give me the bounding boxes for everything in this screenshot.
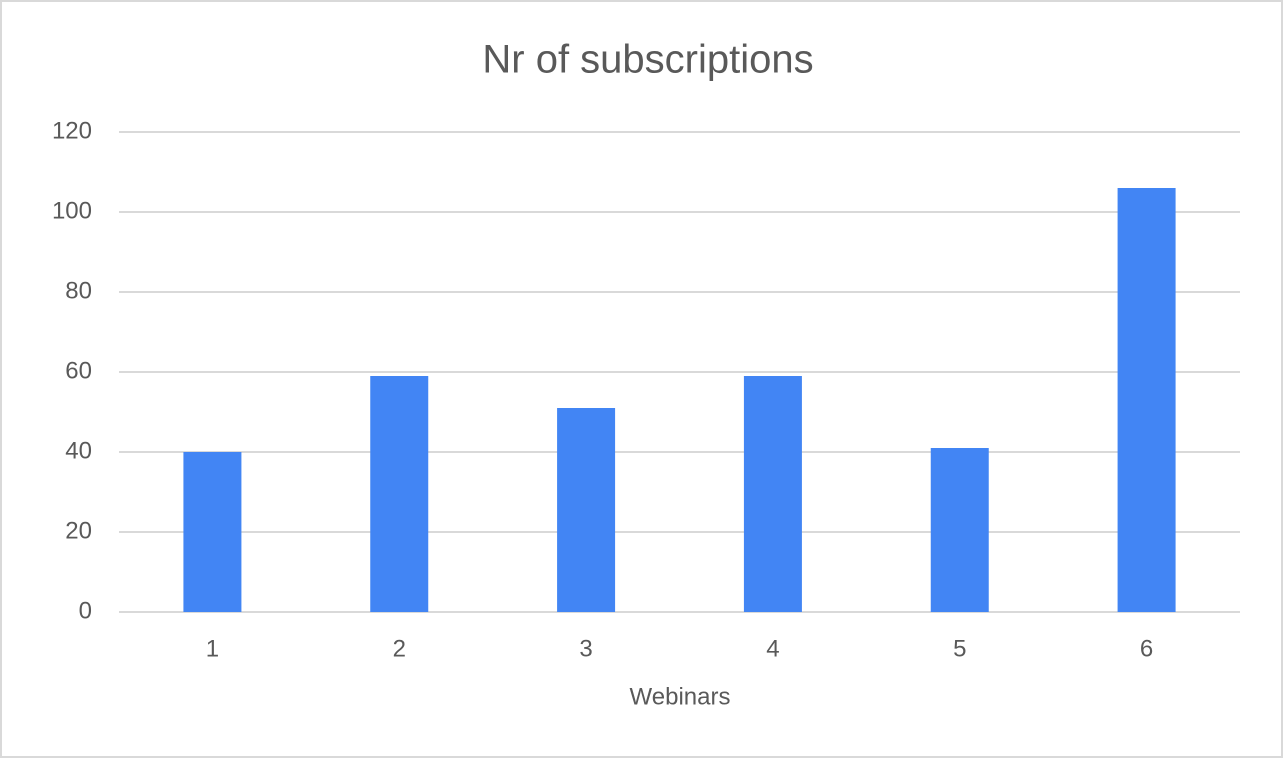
y-tick-label: 60 (65, 357, 92, 384)
chart-title: Nr of subscriptions (482, 38, 813, 82)
y-tick-label: 0 (79, 597, 92, 624)
bar (743, 376, 802, 612)
x-tick-label: 3 (579, 635, 592, 662)
bar (370, 376, 429, 612)
y-tick-label: 100 (52, 197, 92, 224)
y-tick-label: 20 (65, 517, 92, 544)
x-tick-label: 2 (393, 635, 406, 662)
x-tick-label: 4 (766, 635, 779, 662)
x-tick-label: 5 (953, 635, 966, 662)
bar (1117, 188, 1176, 612)
x-tick-label: 1 (206, 635, 219, 662)
y-tick-label: 120 (52, 117, 92, 144)
y-tick-label: 40 (65, 437, 92, 464)
x-tick-label: 6 (1140, 635, 1153, 662)
bar (183, 452, 242, 612)
bar (930, 448, 989, 612)
bar (557, 408, 616, 612)
x-axis-label: Webinars (630, 683, 731, 710)
y-tick-label: 80 (65, 277, 92, 304)
